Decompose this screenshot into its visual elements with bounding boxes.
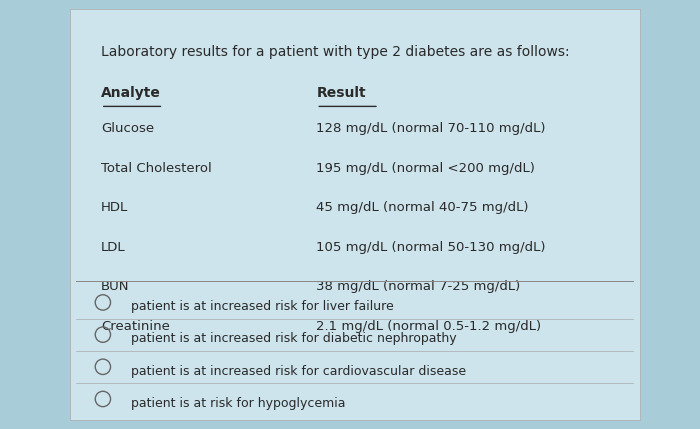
Text: patient is at increased risk for liver failure: patient is at increased risk for liver f… <box>131 300 393 313</box>
Text: Creatinine: Creatinine <box>101 320 169 332</box>
Text: Analyte: Analyte <box>101 86 161 100</box>
Text: 105 mg/dL (normal 50-130 mg/dL): 105 mg/dL (normal 50-130 mg/dL) <box>316 241 546 254</box>
Text: LDL: LDL <box>101 241 125 254</box>
Text: Laboratory results for a patient with type 2 diabetes are as follows:: Laboratory results for a patient with ty… <box>101 45 569 59</box>
Text: 45 mg/dL (normal 40-75 mg/dL): 45 mg/dL (normal 40-75 mg/dL) <box>316 201 528 214</box>
Text: 38 mg/dL (normal 7-25 mg/dL): 38 mg/dL (normal 7-25 mg/dL) <box>316 280 521 293</box>
Text: HDL: HDL <box>101 201 128 214</box>
Text: 128 mg/dL (normal 70-110 mg/dL): 128 mg/dL (normal 70-110 mg/dL) <box>316 122 546 135</box>
Text: 195 mg/dL (normal <200 mg/dL): 195 mg/dL (normal <200 mg/dL) <box>316 162 536 175</box>
Text: 2.1 mg/dL (normal 0.5-1.2 mg/dL): 2.1 mg/dL (normal 0.5-1.2 mg/dL) <box>316 320 541 332</box>
FancyBboxPatch shape <box>69 9 640 420</box>
Text: Result: Result <box>316 86 366 100</box>
Text: patient is at risk for hypoglycemia: patient is at risk for hypoglycemia <box>131 397 345 410</box>
Text: patient is at increased risk for cardiovascular disease: patient is at increased risk for cardiov… <box>131 365 466 378</box>
Text: Total Cholesterol: Total Cholesterol <box>101 162 211 175</box>
Text: patient is at increased risk for diabetic nephropathy: patient is at increased risk for diabeti… <box>131 332 456 345</box>
Text: BUN: BUN <box>101 280 130 293</box>
Text: Glucose: Glucose <box>101 122 154 135</box>
